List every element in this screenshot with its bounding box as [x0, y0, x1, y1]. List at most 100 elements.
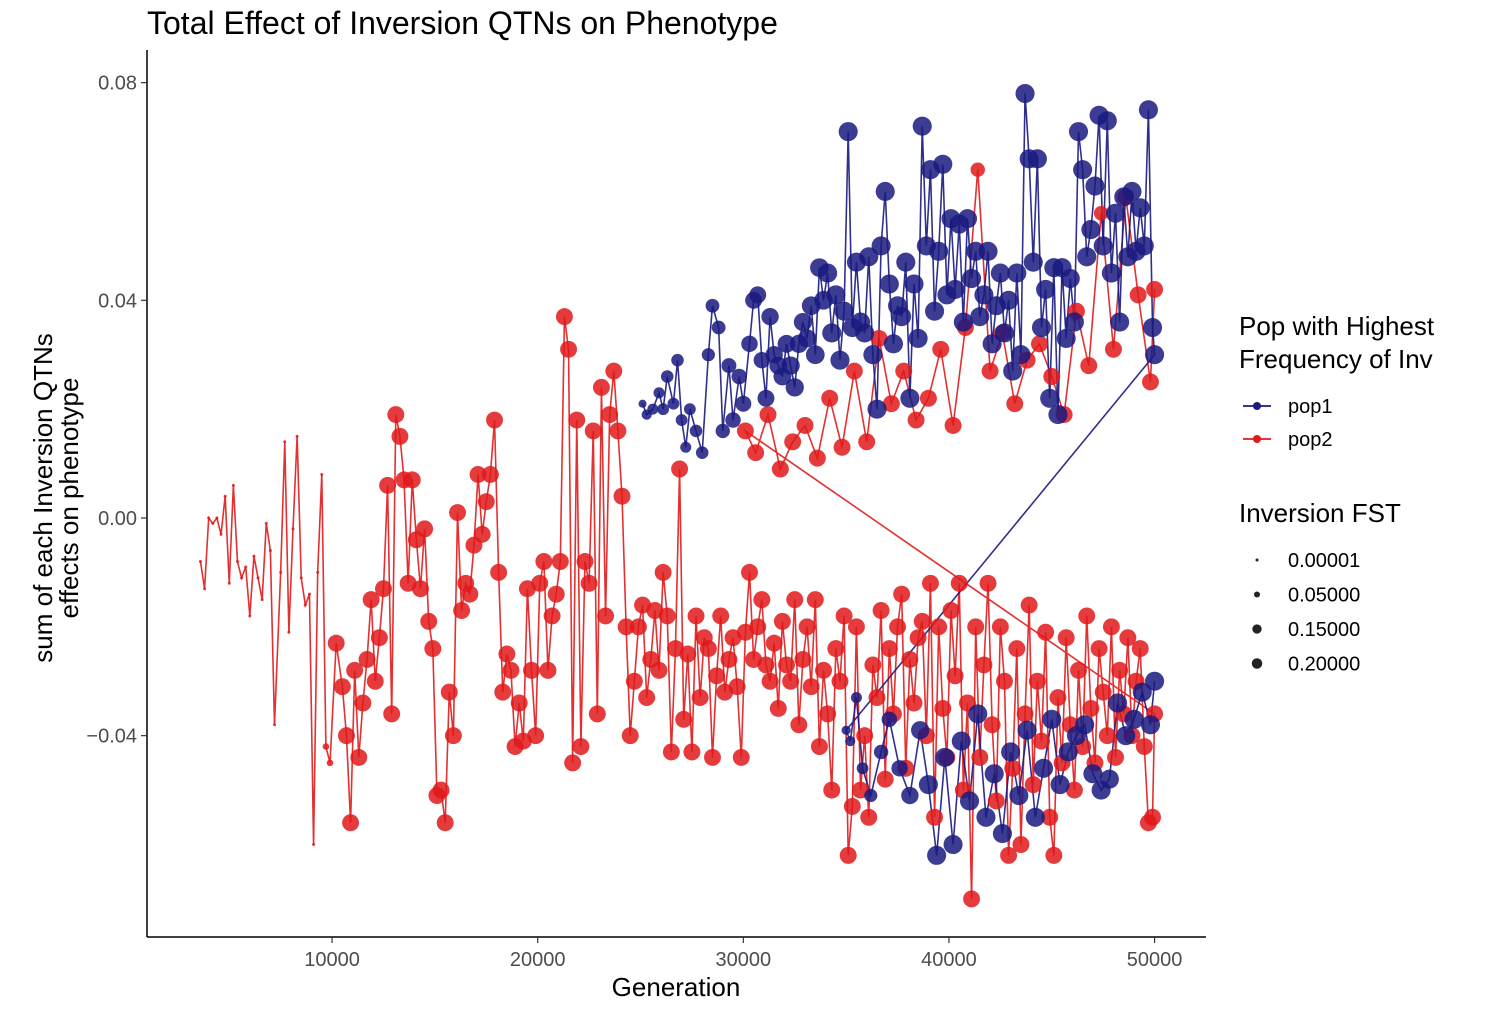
data-point: [1094, 683, 1112, 701]
data-point: [970, 162, 985, 177]
legend-key-dot-pop1: [1253, 402, 1261, 410]
data-point: [747, 444, 765, 462]
data-point: [1124, 709, 1144, 729]
data-point: [833, 438, 851, 456]
data-point: [486, 411, 503, 429]
data-point: [992, 824, 1012, 844]
data-point: [838, 122, 858, 142]
data-point: [223, 494, 227, 498]
data-point: [653, 387, 665, 399]
x-tick-label: 50000: [1127, 949, 1183, 971]
data-point: [786, 591, 804, 609]
series-layer: [198, 83, 1165, 908]
data-point: [687, 607, 705, 625]
data-point: [708, 667, 726, 685]
data-point: [683, 403, 696, 416]
data-point: [864, 788, 878, 803]
data-point: [572, 738, 590, 756]
data-point: [879, 274, 899, 294]
data-point: [1116, 726, 1136, 746]
data-point: [863, 345, 883, 365]
data-point: [741, 563, 758, 581]
data-point: [893, 585, 911, 603]
data-point: [839, 846, 857, 864]
data-point: [970, 307, 990, 327]
data-point: [1080, 357, 1098, 375]
data-point: [856, 727, 874, 745]
data-point: [498, 645, 516, 663]
data-point: [244, 565, 248, 569]
data-point: [689, 424, 703, 438]
data-point: [543, 607, 561, 625]
data-point: [731, 368, 747, 385]
data-point: [905, 694, 923, 712]
data-point: [1075, 715, 1095, 735]
data-point: [316, 570, 320, 574]
data-point: [933, 154, 953, 174]
data-point: [1050, 775, 1070, 795]
data-point: [531, 574, 549, 592]
legend-size-title: Inversion FST: [1239, 498, 1401, 528]
data-point: [453, 602, 471, 619]
data-point: [918, 775, 938, 795]
data-point: [1056, 328, 1076, 348]
data-point: [432, 781, 450, 799]
data-point: [597, 607, 615, 625]
data-point: [256, 576, 260, 580]
legend-size-label: 0.20000: [1288, 654, 1360, 676]
data-point: [564, 754, 582, 772]
data-point: [333, 678, 351, 696]
data-point: [773, 612, 791, 630]
data-point: [303, 603, 307, 607]
data-point: [881, 711, 898, 728]
data-point: [235, 560, 239, 564]
legend-key-dot-pop2: [1253, 435, 1261, 443]
data-point: [929, 241, 949, 261]
data-point: [307, 592, 311, 596]
data-point: [994, 323, 1015, 343]
data-point: [1110, 312, 1130, 332]
data-point: [1031, 317, 1052, 338]
data-point: [882, 395, 900, 413]
data-point: [1049, 689, 1067, 707]
data-point: [974, 285, 994, 305]
data-point: [370, 629, 388, 647]
data-point: [605, 362, 623, 380]
y-tick-label: −0.04: [86, 726, 137, 748]
data-point: [1138, 100, 1158, 120]
data-point: [679, 645, 697, 663]
data-point: [1142, 373, 1159, 391]
data-point: [264, 521, 268, 525]
data-point: [1122, 181, 1142, 202]
data-point: [1048, 405, 1068, 425]
x-ticks: 10000 20000 30000 40000 50000: [304, 937, 1182, 971]
legend-size-key: [1253, 591, 1261, 598]
data-point: [1012, 836, 1030, 853]
data-point: [822, 323, 842, 343]
data-point: [1144, 808, 1162, 826]
data-point: [850, 692, 862, 704]
data-point: [1015, 83, 1035, 104]
data-point: [826, 285, 846, 305]
data-point: [908, 328, 928, 348]
data-point: [568, 411, 586, 429]
data-point: [1145, 345, 1165, 365]
legend-size-label: 0.00001: [1288, 550, 1360, 572]
data-point: [1004, 759, 1022, 777]
data-point: [683, 743, 701, 761]
data-point: [424, 640, 442, 658]
data-point: [1104, 340, 1122, 358]
data-point: [856, 762, 869, 775]
data-point: [810, 738, 828, 756]
data-point: [1024, 776, 1042, 794]
data-point: [712, 607, 730, 625]
data-point: [657, 403, 670, 416]
data-point: [1027, 149, 1047, 169]
data-point: [198, 560, 202, 564]
data-point: [975, 656, 993, 674]
data-point: [299, 576, 303, 580]
data-point: [784, 433, 802, 451]
data-point: [1042, 709, 1062, 729]
data-point: [1009, 785, 1029, 806]
data-point: [982, 334, 1002, 354]
